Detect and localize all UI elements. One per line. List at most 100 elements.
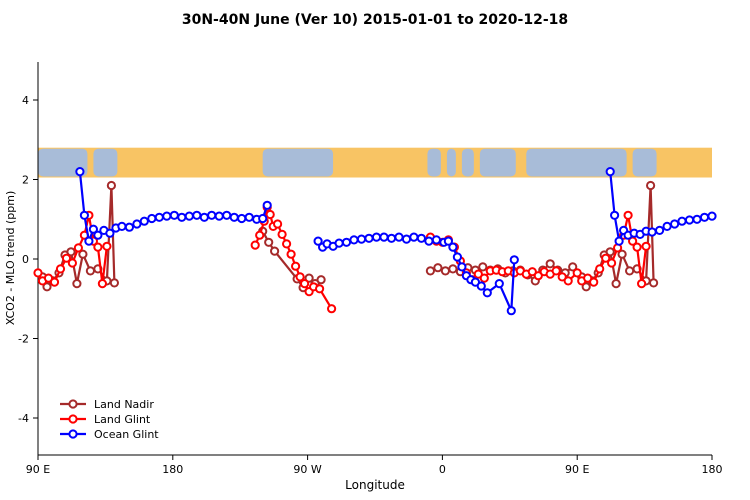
- data-point: [169, 210, 179, 220]
- legend-label: Ocean Glint: [94, 428, 159, 441]
- data-point: [237, 213, 247, 224]
- data-point: [557, 272, 567, 282]
- data-point: [641, 241, 651, 251]
- data-point: [177, 212, 187, 222]
- data-point: [55, 264, 66, 274]
- y-tick-label: 0: [22, 253, 29, 266]
- data-point: [647, 227, 657, 237]
- y-tick-label: -2: [18, 333, 29, 346]
- x-tick-label: 180: [162, 463, 183, 476]
- data-point: [78, 249, 88, 259]
- data-point: [479, 273, 489, 283]
- data-point: [327, 304, 337, 314]
- data-point: [295, 272, 305, 282]
- data-point: [139, 216, 149, 226]
- data-point: [478, 262, 488, 272]
- data-point: [286, 249, 296, 259]
- data-point: [199, 212, 209, 222]
- data-point: [184, 211, 194, 221]
- data-point: [677, 216, 687, 226]
- map-strip-land: [38, 148, 88, 177]
- data-point: [692, 214, 702, 224]
- y-axis-label: XCO2 - MLO trend (ppm): [4, 191, 17, 326]
- data-point: [316, 275, 326, 285]
- data-point: [356, 234, 367, 244]
- data-point: [79, 210, 90, 220]
- data-point: [605, 167, 615, 177]
- data-point: [527, 267, 537, 277]
- y-tick-label: 2: [22, 174, 29, 187]
- data-point: [424, 236, 434, 246]
- data-point: [448, 242, 458, 252]
- data-point: [707, 211, 717, 221]
- map-strip-land: [446, 148, 456, 177]
- data-point: [611, 279, 621, 289]
- data-point: [265, 209, 275, 220]
- data-point: [443, 236, 453, 246]
- data-point: [431, 235, 441, 245]
- data-point: [262, 200, 272, 210]
- data-point: [258, 213, 268, 224]
- series-land-glint: [33, 202, 651, 314]
- data-point: [572, 268, 582, 278]
- legend-marker: [68, 414, 78, 424]
- data-point: [124, 222, 134, 232]
- data-point: [102, 241, 112, 251]
- data-point: [61, 253, 72, 263]
- data-point: [379, 232, 389, 242]
- map-strip-land: [427, 148, 441, 177]
- data-point: [42, 282, 52, 292]
- data-point: [670, 219, 680, 229]
- data-point: [341, 237, 352, 247]
- data-point: [106, 180, 117, 191]
- data-point: [655, 225, 665, 235]
- data-point: [401, 234, 412, 244]
- data-point: [545, 259, 555, 269]
- data-point: [73, 243, 84, 253]
- map-strip-land: [632, 148, 657, 177]
- data-series: [33, 167, 717, 316]
- data-point: [625, 266, 635, 276]
- x-tick-label: 90 W: [293, 463, 321, 476]
- data-point: [614, 236, 624, 246]
- data-point: [33, 268, 43, 278]
- data-point: [482, 288, 492, 298]
- data-point: [300, 279, 310, 289]
- data-point: [371, 232, 382, 242]
- data-point: [684, 215, 695, 225]
- data-point: [568, 262, 578, 272]
- data-point: [563, 276, 573, 286]
- data-point: [583, 273, 593, 283]
- data-point: [255, 230, 265, 240]
- data-point: [75, 167, 85, 177]
- data-point: [595, 264, 605, 274]
- x-tick-label: 0: [439, 463, 446, 476]
- y-tick-label: 4: [22, 94, 29, 107]
- data-point: [617, 249, 627, 259]
- data-point: [637, 279, 647, 289]
- data-point: [250, 240, 260, 250]
- data-point: [132, 219, 142, 229]
- map-strip-land: [93, 148, 118, 177]
- data-point: [117, 221, 127, 231]
- legend-marker: [68, 429, 78, 439]
- data-point: [457, 262, 467, 272]
- data-point: [509, 255, 519, 265]
- data-point: [214, 211, 224, 221]
- legend-marker: [68, 399, 78, 409]
- data-point: [452, 252, 462, 262]
- data-point: [494, 279, 504, 289]
- data-point: [533, 271, 543, 281]
- data-point: [649, 278, 659, 288]
- data-point: [315, 284, 325, 294]
- data-point: [264, 237, 274, 247]
- data-point: [270, 246, 280, 256]
- data-point: [581, 282, 591, 292]
- data-point: [662, 221, 672, 231]
- data-point: [623, 210, 633, 220]
- data-point: [313, 236, 323, 246]
- legend-entry: Land Glint: [60, 413, 151, 426]
- data-point: [222, 210, 232, 220]
